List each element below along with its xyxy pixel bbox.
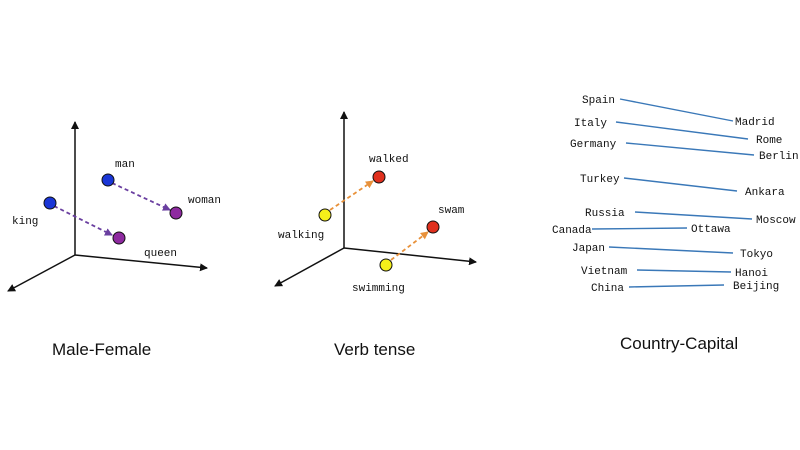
z-axis xyxy=(7,254,76,292)
label-russia: Russia xyxy=(585,208,625,220)
label-hanoi: Hanoi xyxy=(735,268,768,280)
country-capital-panel: Spain Madrid Italy Rome Germany Berlin T… xyxy=(552,95,799,353)
arrow-man-woman xyxy=(111,182,171,211)
caption-verb-tense: Verb tense xyxy=(334,340,415,359)
line-china-beijing xyxy=(628,284,725,288)
line-russia-moscow xyxy=(634,211,753,220)
caption-country-capital: Country-Capital xyxy=(620,334,738,353)
label-rome: Rome xyxy=(756,135,782,147)
label-queen: queen xyxy=(144,248,177,260)
verb-tense-panel: walked walking swam swimming Verb tense xyxy=(274,111,477,359)
line-vietnam-hanoi xyxy=(636,269,732,273)
line-germany-berlin xyxy=(625,142,755,156)
point-swam xyxy=(426,220,440,234)
axes-verb-tense xyxy=(274,111,477,287)
label-canada: Canada xyxy=(552,225,592,237)
label-walking: walking xyxy=(278,230,324,242)
label-king: king xyxy=(12,216,38,228)
label-moscow: Moscow xyxy=(756,215,796,227)
label-man: man xyxy=(115,159,135,171)
label-vietnam: Vietnam xyxy=(581,266,628,278)
line-italy-rome xyxy=(615,121,749,140)
point-swimming xyxy=(379,258,393,272)
point-king xyxy=(43,196,57,210)
label-germany: Germany xyxy=(570,139,617,151)
label-swam: swam xyxy=(438,205,465,217)
label-woman: woman xyxy=(188,195,221,207)
arrow-king-queen xyxy=(53,205,113,236)
label-ankara: Ankara xyxy=(745,187,785,199)
point-walked xyxy=(372,170,386,184)
line-turkey-ankara xyxy=(623,177,738,192)
point-queen xyxy=(112,231,126,245)
point-woman xyxy=(169,206,183,220)
label-swimming: swimming xyxy=(352,283,405,295)
arrow-walking-walked xyxy=(329,180,374,211)
label-spain: Spain xyxy=(582,95,615,107)
male-female-panel: man woman king queen Male-Female xyxy=(7,121,221,359)
caption-male-female: Male-Female xyxy=(52,340,151,359)
label-beijing: Beijing xyxy=(733,281,779,293)
label-tokyo: Tokyo xyxy=(740,249,773,261)
point-walking xyxy=(318,208,332,222)
line-japan-tokyo xyxy=(608,246,734,254)
label-madrid: Madrid xyxy=(735,117,775,129)
x-axis xyxy=(343,247,477,266)
x-axis xyxy=(74,254,208,272)
label-china: China xyxy=(591,283,624,295)
label-walked: walked xyxy=(369,154,409,166)
label-turkey: Turkey xyxy=(580,174,620,186)
point-man xyxy=(101,173,115,187)
line-spain-madrid xyxy=(619,98,734,122)
line-canada-ottawa xyxy=(591,227,688,230)
label-italy: Italy xyxy=(574,118,607,130)
arrow-swimming-swam xyxy=(390,231,429,261)
axes-male-female xyxy=(7,121,208,292)
country-capital-lines xyxy=(591,98,755,288)
label-ottawa: Ottawa xyxy=(691,224,731,236)
z-axis xyxy=(274,247,345,287)
label-japan: Japan xyxy=(572,243,605,255)
label-berlin: Berlin xyxy=(759,151,799,163)
